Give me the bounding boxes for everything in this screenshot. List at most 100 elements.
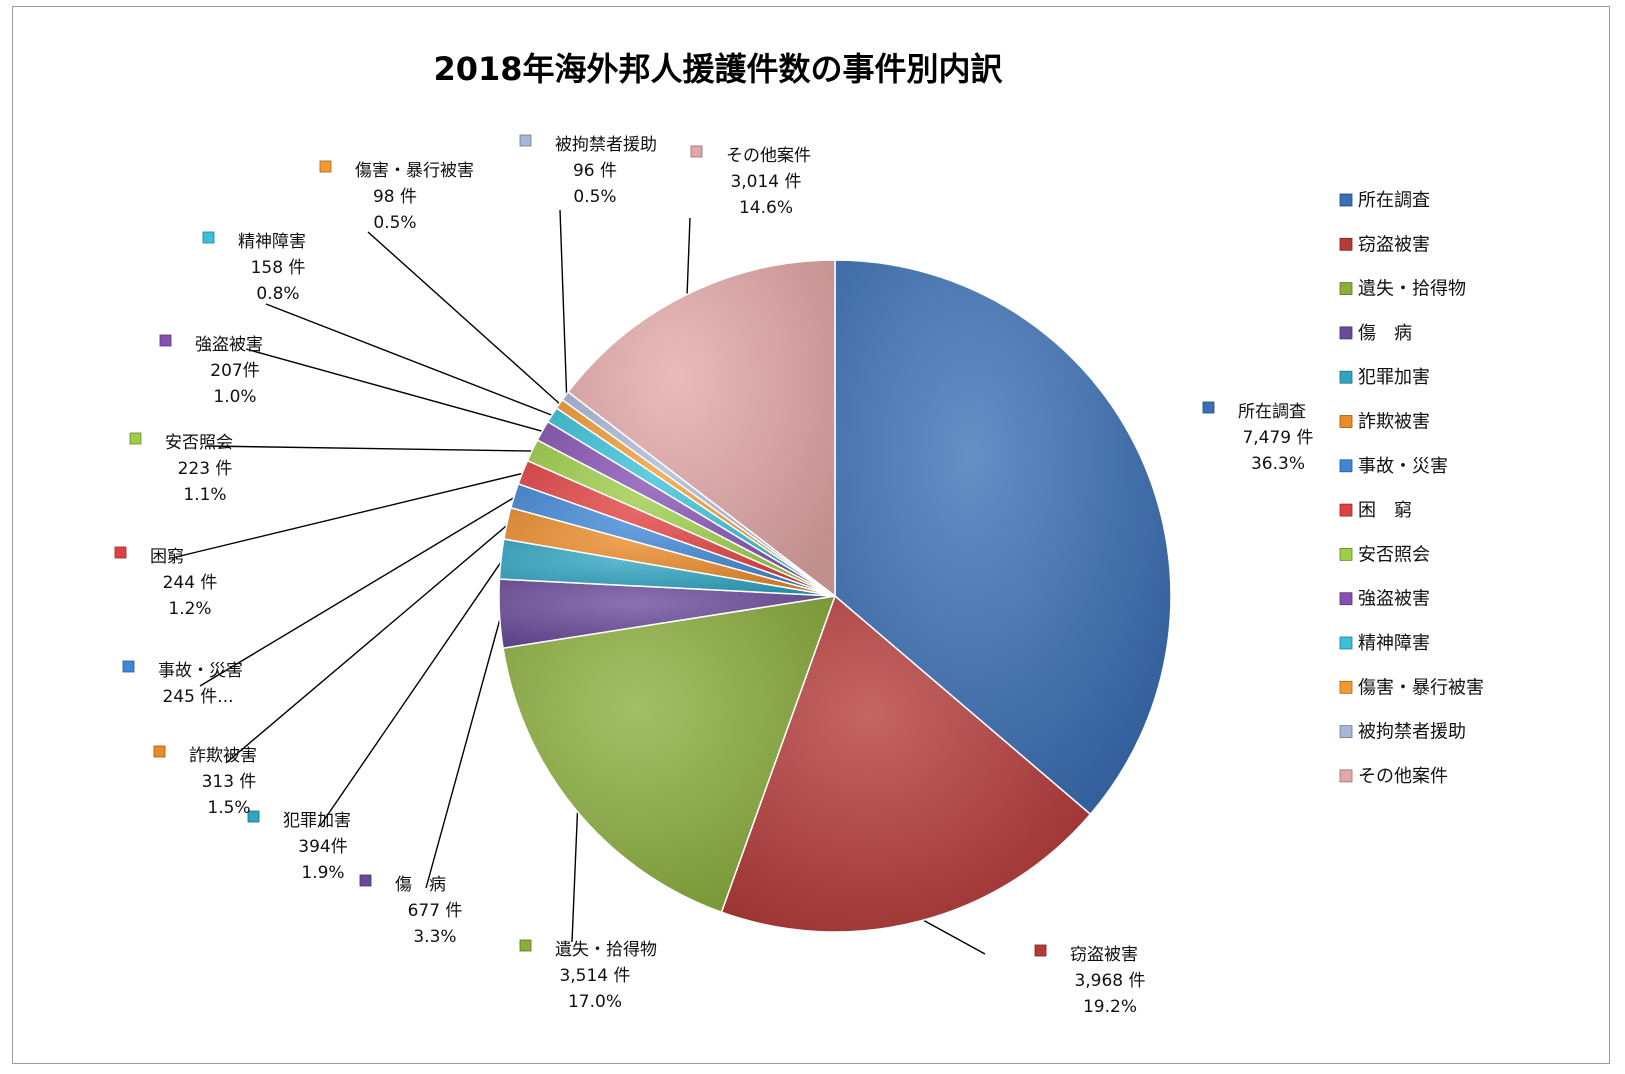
chart-title: 2018年海外邦人援護件数の事件別内訳	[433, 50, 1003, 88]
label-marker-6	[122, 660, 135, 673]
data-label-pct-5: 1.5%	[207, 798, 250, 818]
data-label-pct-3: 3.3%	[413, 927, 456, 947]
leader-line-7	[171, 472, 525, 559]
label-marker-4	[247, 810, 260, 823]
data-label-name-13: その他案件	[726, 146, 811, 166]
label-marker-12	[519, 134, 532, 147]
leader-line-6	[199, 495, 517, 687]
label-marker-0	[1202, 401, 1215, 414]
legend-entry-8: 安否照会	[1358, 544, 1430, 565]
legend-swatch-3	[1339, 326, 1353, 340]
pie-slice-13	[567, 259, 836, 598]
pie-slice-2	[502, 595, 837, 914]
legend-swatch-7	[1339, 503, 1353, 517]
data-label-value-8: 223 件	[178, 459, 233, 479]
data-label-value-11: 98 件	[373, 187, 417, 207]
legend-entry-3: 傷 病	[1358, 323, 1412, 344]
data-label-value-0: 7,479 件	[1242, 428, 1313, 448]
data-label-name-0: 所在調査	[1238, 402, 1306, 422]
label-marker-3	[359, 874, 372, 887]
label-marker-10	[202, 231, 215, 244]
data-label-value-1: 3,968 件	[1074, 971, 1145, 991]
label-marker-2	[519, 939, 532, 952]
label-marker-11	[319, 160, 332, 173]
label-marker-1	[1034, 944, 1047, 957]
data-label-name-6: 事故・災害	[158, 661, 243, 681]
data-label-pct-8: 1.1%	[183, 485, 226, 505]
leader-line-9	[245, 348, 545, 433]
data-label-value-10: 158 件	[251, 258, 306, 278]
legend-entry-5: 詐欺被害	[1358, 412, 1430, 433]
data-label-name-3: 傷 病	[395, 875, 446, 895]
legend-entry-10: 精神障害	[1358, 633, 1430, 654]
data-label-value-12: 96 件	[573, 161, 617, 181]
legend-swatch-12	[1339, 725, 1353, 738]
label-marker-13	[690, 145, 703, 158]
data-label-value-6: 245 件...	[162, 687, 233, 707]
data-label-name-10: 精神障害	[238, 232, 306, 252]
data-label-value-7: 244 件	[163, 573, 218, 593]
legend-swatch-11	[1339, 680, 1353, 694]
label-marker-5	[153, 745, 166, 758]
legend-swatch-4	[1339, 370, 1353, 384]
data-labels: 所在調査 7,479 件 36.3% 窃盗被害 3,968 件 19.2% 遺失・拾得物 3,…	[114, 134, 1314, 1017]
data-label-name-1: 窃盗被害	[1070, 945, 1138, 965]
legend-swatch-1	[1339, 237, 1353, 251]
leader-line-13	[686, 217, 691, 297]
data-label-value-13: 3,014 件	[730, 172, 801, 192]
leader-line-3	[425, 613, 503, 889]
legend-swatch-13	[1339, 769, 1353, 783]
legend-entry-4: 犯罪加害	[1358, 367, 1430, 388]
data-label-name-4: 犯罪加害	[283, 811, 351, 831]
data-label-pct-12: 0.5%	[573, 187, 616, 207]
label-marker-8	[129, 432, 142, 445]
label-marker-7	[114, 546, 127, 559]
data-label-name-12: 被拘禁者援助	[555, 135, 657, 155]
leader-line-2	[571, 808, 579, 943]
data-label-pct-0: 36.3%	[1251, 454, 1305, 474]
data-label-pct-11: 0.5%	[373, 213, 416, 233]
data-label-pct-7: 1.2%	[168, 599, 211, 619]
leader-line-12	[559, 209, 568, 398]
data-label-pct-10: 0.8%	[256, 284, 299, 304]
legend-entry-6: 事故・災害	[1358, 456, 1448, 477]
leader-line-8	[205, 445, 535, 452]
data-label-pct-2: 17.0%	[568, 992, 622, 1012]
leader-line-4	[319, 558, 504, 827]
leader-line-10	[265, 303, 554, 417]
legend-entry-12: 被拘禁者援助	[1358, 722, 1466, 743]
data-label-name-11: 傷害・暴行被害	[355, 161, 474, 181]
leader-line-1	[920, 918, 986, 955]
data-label-value-2: 3,514 件	[559, 966, 630, 986]
leader-line-11	[367, 231, 562, 406]
data-label-value-3: 677 件	[408, 901, 463, 921]
legend-entry-13: その他案件	[1358, 766, 1448, 787]
data-label-name-7: 困窮	[150, 547, 184, 567]
legend-entry-11: 傷害・暴行被害	[1358, 677, 1484, 698]
legend-swatch-10	[1339, 636, 1353, 650]
legend-swatch-9	[1339, 592, 1353, 606]
data-label-pct-4: 1.9%	[301, 863, 344, 883]
label-marker-9	[159, 334, 172, 347]
leader-line-5	[225, 523, 510, 764]
legend-swatch-8	[1339, 548, 1353, 561]
data-label-name-9: 強盗被害	[195, 335, 263, 355]
pie-slice-0	[834, 259, 1172, 816]
data-label-pct-9: 1.0%	[213, 387, 256, 407]
legend-swatch-6	[1339, 459, 1353, 473]
legend-swatch-2	[1339, 282, 1353, 296]
data-label-pct-1: 19.2%	[1083, 997, 1137, 1017]
legend-entry-2: 遺失・拾得物	[1358, 279, 1466, 300]
data-label-pct-13: 14.6%	[739, 198, 793, 218]
legend-entry-1: 窃盗被害	[1358, 234, 1430, 255]
data-label-value-4: 394件	[298, 837, 347, 857]
legend-entry-0: 所在調査	[1358, 190, 1430, 211]
legend-entry-7: 困 窮	[1358, 500, 1412, 521]
legend-entry-9: 強盗被害	[1358, 589, 1430, 610]
pie-slice-1	[720, 594, 1092, 933]
legend-swatch-0	[1339, 193, 1353, 207]
data-label-name-5: 詐欺被害	[189, 746, 257, 766]
leader-lines	[171, 209, 1139, 955]
data-label-value-5: 313 件	[202, 772, 257, 792]
